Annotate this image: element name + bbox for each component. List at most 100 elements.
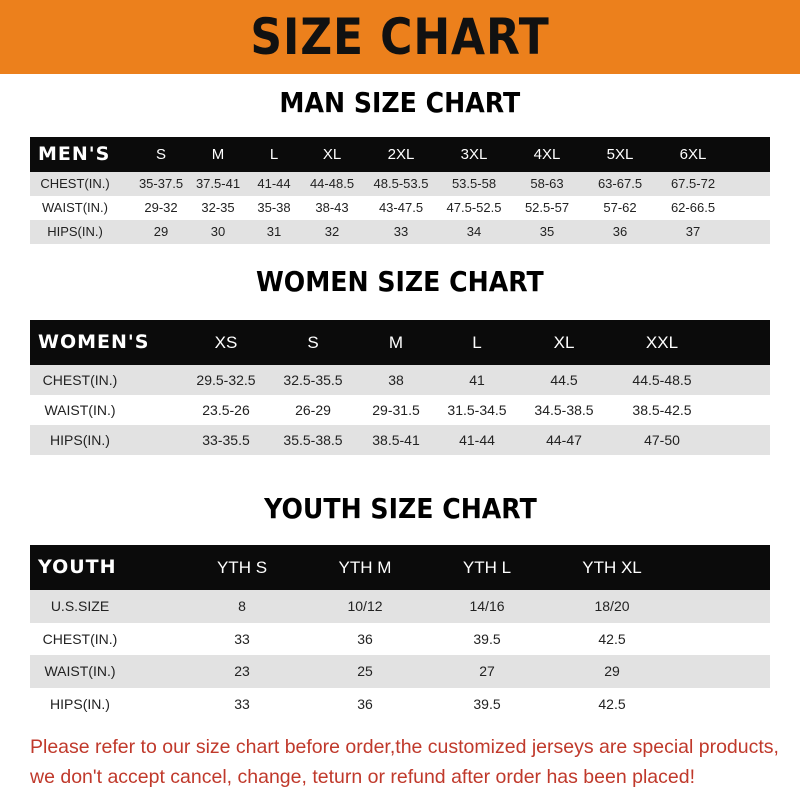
size-header: L [472,333,482,352]
size-header: 6XL [679,146,707,163]
row-label: HIPS(IN.) [47,224,103,239]
measurement-cell: 23.5-26 [202,402,250,418]
measurement-cell: 41-44 [257,176,291,191]
measurement-cell: 32.5-35.5 [283,372,343,388]
measurement-cell: 44.5-48.5 [632,372,692,388]
size-header: YTH S [216,558,268,577]
measurement-cell: 35 [539,224,555,239]
measurement-cell: 41-44 [459,432,495,448]
row-label: WAIST(IN.) [42,200,108,215]
table-row: HIPS(IN.) 33 36 39.5 42.5 [30,687,770,720]
man-size-table: MEN'S S M L XL 2XL 3XL 4XL 5XL 6XL CHEST(IN.) 35-37… [30,137,770,244]
size-header: M [211,146,225,163]
size-header: S [155,146,167,163]
man-title-text: MAN SIZE CHART [279,86,521,119]
youth-title-text: YOUTH SIZE CHART [263,492,537,525]
table-row: WAIST(IN.) 29-32 32-35 35-38 38-43 43-47.5 47.… [30,196,770,220]
measurement-cell: 8 [238,598,246,614]
table-row: WAIST(IN.) 23 25 27 29 [30,655,770,688]
row-label: HIPS(IN.) [50,695,110,712]
table-row: WAIST(IN.) 23.5-26 26-29 29-31.5 31.5-34.5 34… [30,395,770,425]
measurement-cell: 52.5-57 [524,200,570,215]
measurement-cell: 34.5-38.5 [534,402,594,418]
measurement-cell: 26-29 [295,402,331,418]
row-label: CHEST(IN.) [40,176,110,191]
measurement-cell: 35.5-38.5 [283,432,343,448]
row-label: HIPS(IN.) [50,432,110,448]
measurement-cell: 48.5-53.5 [373,176,429,191]
size-header: YTH L [462,558,512,577]
header-row: YOUTH YTH S YTH M YTH L YTH XL [30,545,770,590]
measurement-cell: 37 [685,224,701,239]
measurement-cell: 29-32 [144,200,178,215]
measurement-cell: 29.5-32.5 [196,372,256,388]
measurement-cell: 36 [357,695,373,712]
size-header: YTH XL [582,558,642,577]
measurement-cell: 62-66.5 [670,200,716,215]
notice-line-1: Please refer to our size chart before or… [30,736,779,758]
measurement-cell: 29 [153,224,169,239]
measurement-cell: 23 [234,663,250,679]
measurement-cell: 25 [357,663,373,679]
youth-size-table: YOUTH YTH S YTH M YTH L YTH XL U.S.SIZE 8 10/12… [30,545,770,720]
measurement-cell: 44-48.5 [309,176,355,191]
size-header: XXL [645,333,679,352]
measurement-cell: 43-47.5 [378,200,424,215]
measurement-cell: 35-38 [257,200,291,215]
measurement-cell: 53.5-58 [451,176,497,191]
table-row: CHEST(IN.) 35-37.5 37.5-41 41-44 44-48.5 48.5… [30,172,770,196]
man-section-title: MAN SIZE CHART [0,86,800,119]
measurement-cell: 32 [324,224,340,239]
measurement-cell: 38 [388,372,404,388]
size-header: 3XL [460,146,488,163]
measurement-cell: 37.5-41 [195,176,241,191]
measurement-cell: 33 [234,630,250,647]
measurement-cell: 29-31.5 [372,402,420,418]
measurement-cell: 67.5-72 [670,176,716,191]
measurement-cell: 33 [393,224,409,239]
measurement-cell: 63-67.5 [597,176,643,191]
measurement-cell: 39.5 [473,695,501,712]
size-header: M [388,333,404,352]
women-section-title: WOMEN SIZE CHART [0,265,800,298]
size-header: YTH M [338,558,392,577]
header-row: WOMEN'S XS S M L XL XXL [30,320,770,365]
measurement-cell: 44.5 [550,372,578,388]
women-size-table: WOMEN'S XS S M L XL XXL CHEST(IN.) 29.5-32.5 32.5… [30,320,770,455]
table-label: WOMEN'S [38,331,150,353]
size-header: XL [553,333,575,352]
measurement-cell: 57-62 [603,200,637,215]
measurement-cell: 39.5 [473,630,501,647]
measurement-cell: 30 [210,224,226,239]
table-row: CHEST(IN.) 29.5-32.5 32.5-35.5 38 41 44.5 44.5… [30,365,770,395]
measurement-cell: 58-63 [530,176,564,191]
measurement-cell: 41 [469,372,485,388]
measurement-cell: 36 [612,224,628,239]
size-header: XL [322,146,342,163]
measurement-cell: 42.5 [598,695,626,712]
measurement-cell: 42.5 [598,630,626,647]
measurement-cell: 33 [234,695,250,712]
table-row: U.S.SIZE 8 10/12 14/16 18/20 [30,590,770,623]
measurement-cell: 27 [479,663,495,679]
row-label: WAIST(IN.) [44,402,116,418]
table-row: CHEST(IN.) 33 36 39.5 42.5 [30,622,770,655]
measurement-cell: 29 [604,663,620,679]
table-label: YOUTH [38,556,117,578]
size-header: L [269,146,279,163]
row-label: U.S.SIZE [50,598,110,614]
size-chart-banner: SIZE CHART [0,0,800,74]
measurement-cell: 18/20 [594,598,630,614]
row-label: CHEST(IN.) [42,630,118,647]
measurement-cell: 34 [466,224,482,239]
women-title-text: WOMEN SIZE CHART [256,265,544,298]
size-header: 5XL [606,146,634,163]
row-label: WAIST(IN.) [44,663,116,679]
measurement-cell: 38.5-41 [372,432,420,448]
youth-section-title: YOUTH SIZE CHART [0,492,800,525]
measurement-cell: 14/16 [469,598,505,614]
size-header: 4XL [533,146,561,163]
measurement-cell: 33-35.5 [202,432,250,448]
size-header: S [307,333,319,352]
table-row: HIPS(IN.) 33-35.5 35.5-38.5 38.5-41 41-44 44-… [30,425,770,455]
